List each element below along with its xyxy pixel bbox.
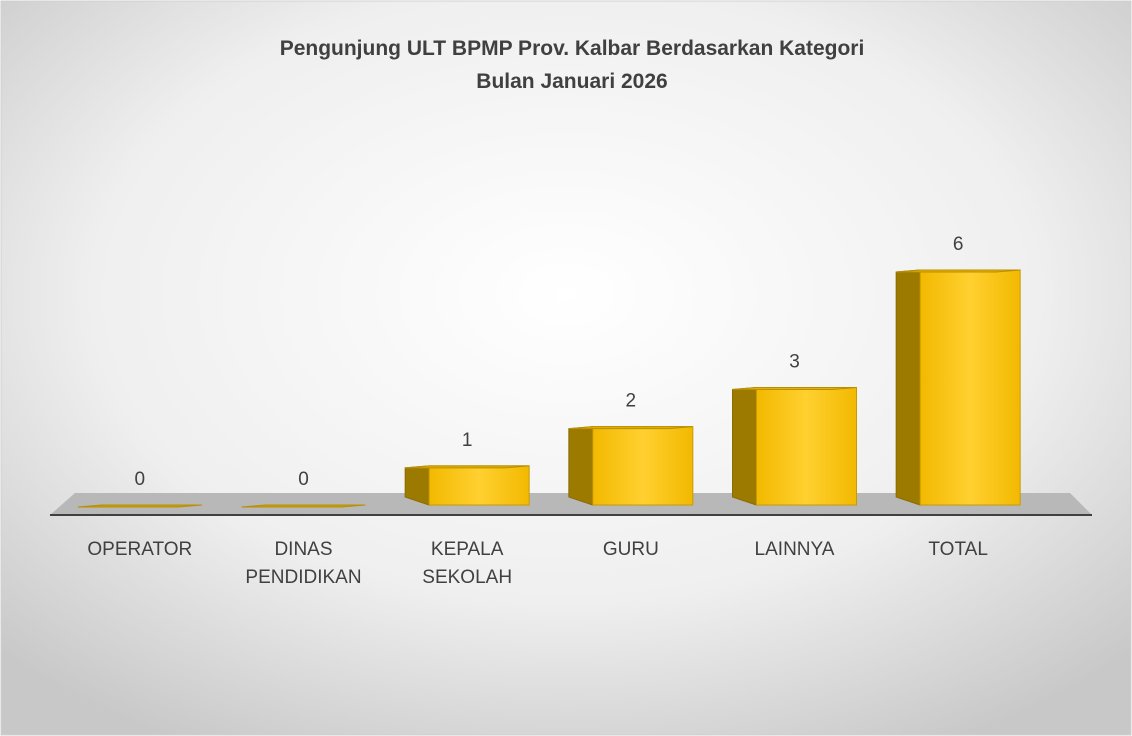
bar-top [568, 426, 693, 430]
data-label: 0 [298, 469, 309, 490]
bar-side [732, 386, 757, 506]
bar-top [732, 387, 857, 390]
chart-title: Pengunjung ULT BPMP Prov. Kalbar Berdasa… [280, 37, 865, 60]
bar-front [919, 269, 1021, 506]
data-label: 6 [953, 234, 964, 255]
bar-front [592, 426, 694, 506]
bar [404, 465, 530, 506]
bar-top [241, 504, 366, 508]
x-tick-label: KEPALA SEKOLAH [422, 539, 512, 588]
bar-top [77, 504, 202, 508]
x-tick-label: GURU [603, 539, 659, 560]
data-label: 1 [462, 430, 473, 451]
bar [732, 386, 857, 506]
bar-top [405, 465, 530, 469]
bar [241, 504, 366, 508]
bar [77, 504, 202, 508]
bar-front [428, 465, 530, 506]
x-tick-label: TOTAL [928, 539, 987, 560]
bar-front [756, 387, 857, 506]
x-tick-label: LAINNYA [755, 539, 835, 560]
x-tick-label: DINAS PENDIDIKAN [245, 539, 361, 588]
data-label: 2 [626, 391, 637, 412]
bar-top [896, 269, 1021, 273]
bar-side [895, 269, 921, 506]
bar-side [568, 426, 594, 506]
chart-subtitle: Bulan Januari 2026 [476, 70, 667, 93]
data-label: 0 [135, 469, 146, 490]
data-label: 3 [789, 352, 800, 373]
bar [895, 269, 1021, 506]
x-tick-label: OPERATOR [87, 539, 192, 560]
bar [568, 426, 694, 506]
